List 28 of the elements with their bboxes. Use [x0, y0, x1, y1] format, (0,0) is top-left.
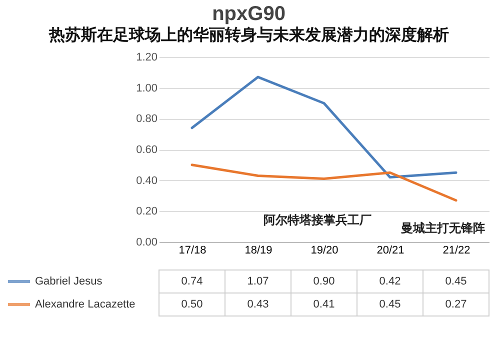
legend-label: Gabriel Jesus	[35, 276, 103, 288]
legend-label: Alexandre Lacazette	[35, 298, 136, 310]
data-label: 0.41	[313, 298, 335, 310]
x-tick-label: 20/21	[376, 244, 404, 256]
data-label: 0.74	[181, 276, 203, 288]
data-label: 0.90	[313, 276, 335, 288]
annotation: 阿尔特塔接掌兵工厂	[263, 213, 372, 227]
annotation: 曼城主打无锋阵	[400, 221, 485, 235]
data-label: 1.07	[247, 276, 269, 288]
data-label: 0.45	[445, 276, 467, 288]
data-label: 0.45	[379, 298, 401, 310]
y-tick-label: 0.80	[136, 113, 158, 126]
y-tick-label: 1.00	[136, 82, 158, 94]
data-label: 0.27	[445, 298, 467, 310]
x-tick-label: 19/20	[310, 244, 338, 256]
chart-title: npxG90	[212, 3, 286, 25]
x-tick-label: 17/18	[178, 244, 206, 256]
y-tick-label: 0.00	[136, 236, 158, 248]
chart-subtitle: 热苏斯在足球场上的华丽转身与未来发展潜力的深度解析	[48, 25, 449, 44]
data-label: 0.50	[181, 298, 203, 310]
y-tick-label: 0.20	[136, 206, 158, 218]
x-tick-label: 21/22	[442, 244, 470, 256]
y-tick-label: 1.20	[136, 52, 158, 64]
data-label: 0.43	[247, 298, 269, 310]
y-tick-label: 0.40	[136, 174, 158, 187]
data-label: 0.42	[379, 276, 401, 288]
x-tick-label: 18/19	[244, 244, 272, 256]
y-tick-label: 0.60	[136, 144, 158, 156]
